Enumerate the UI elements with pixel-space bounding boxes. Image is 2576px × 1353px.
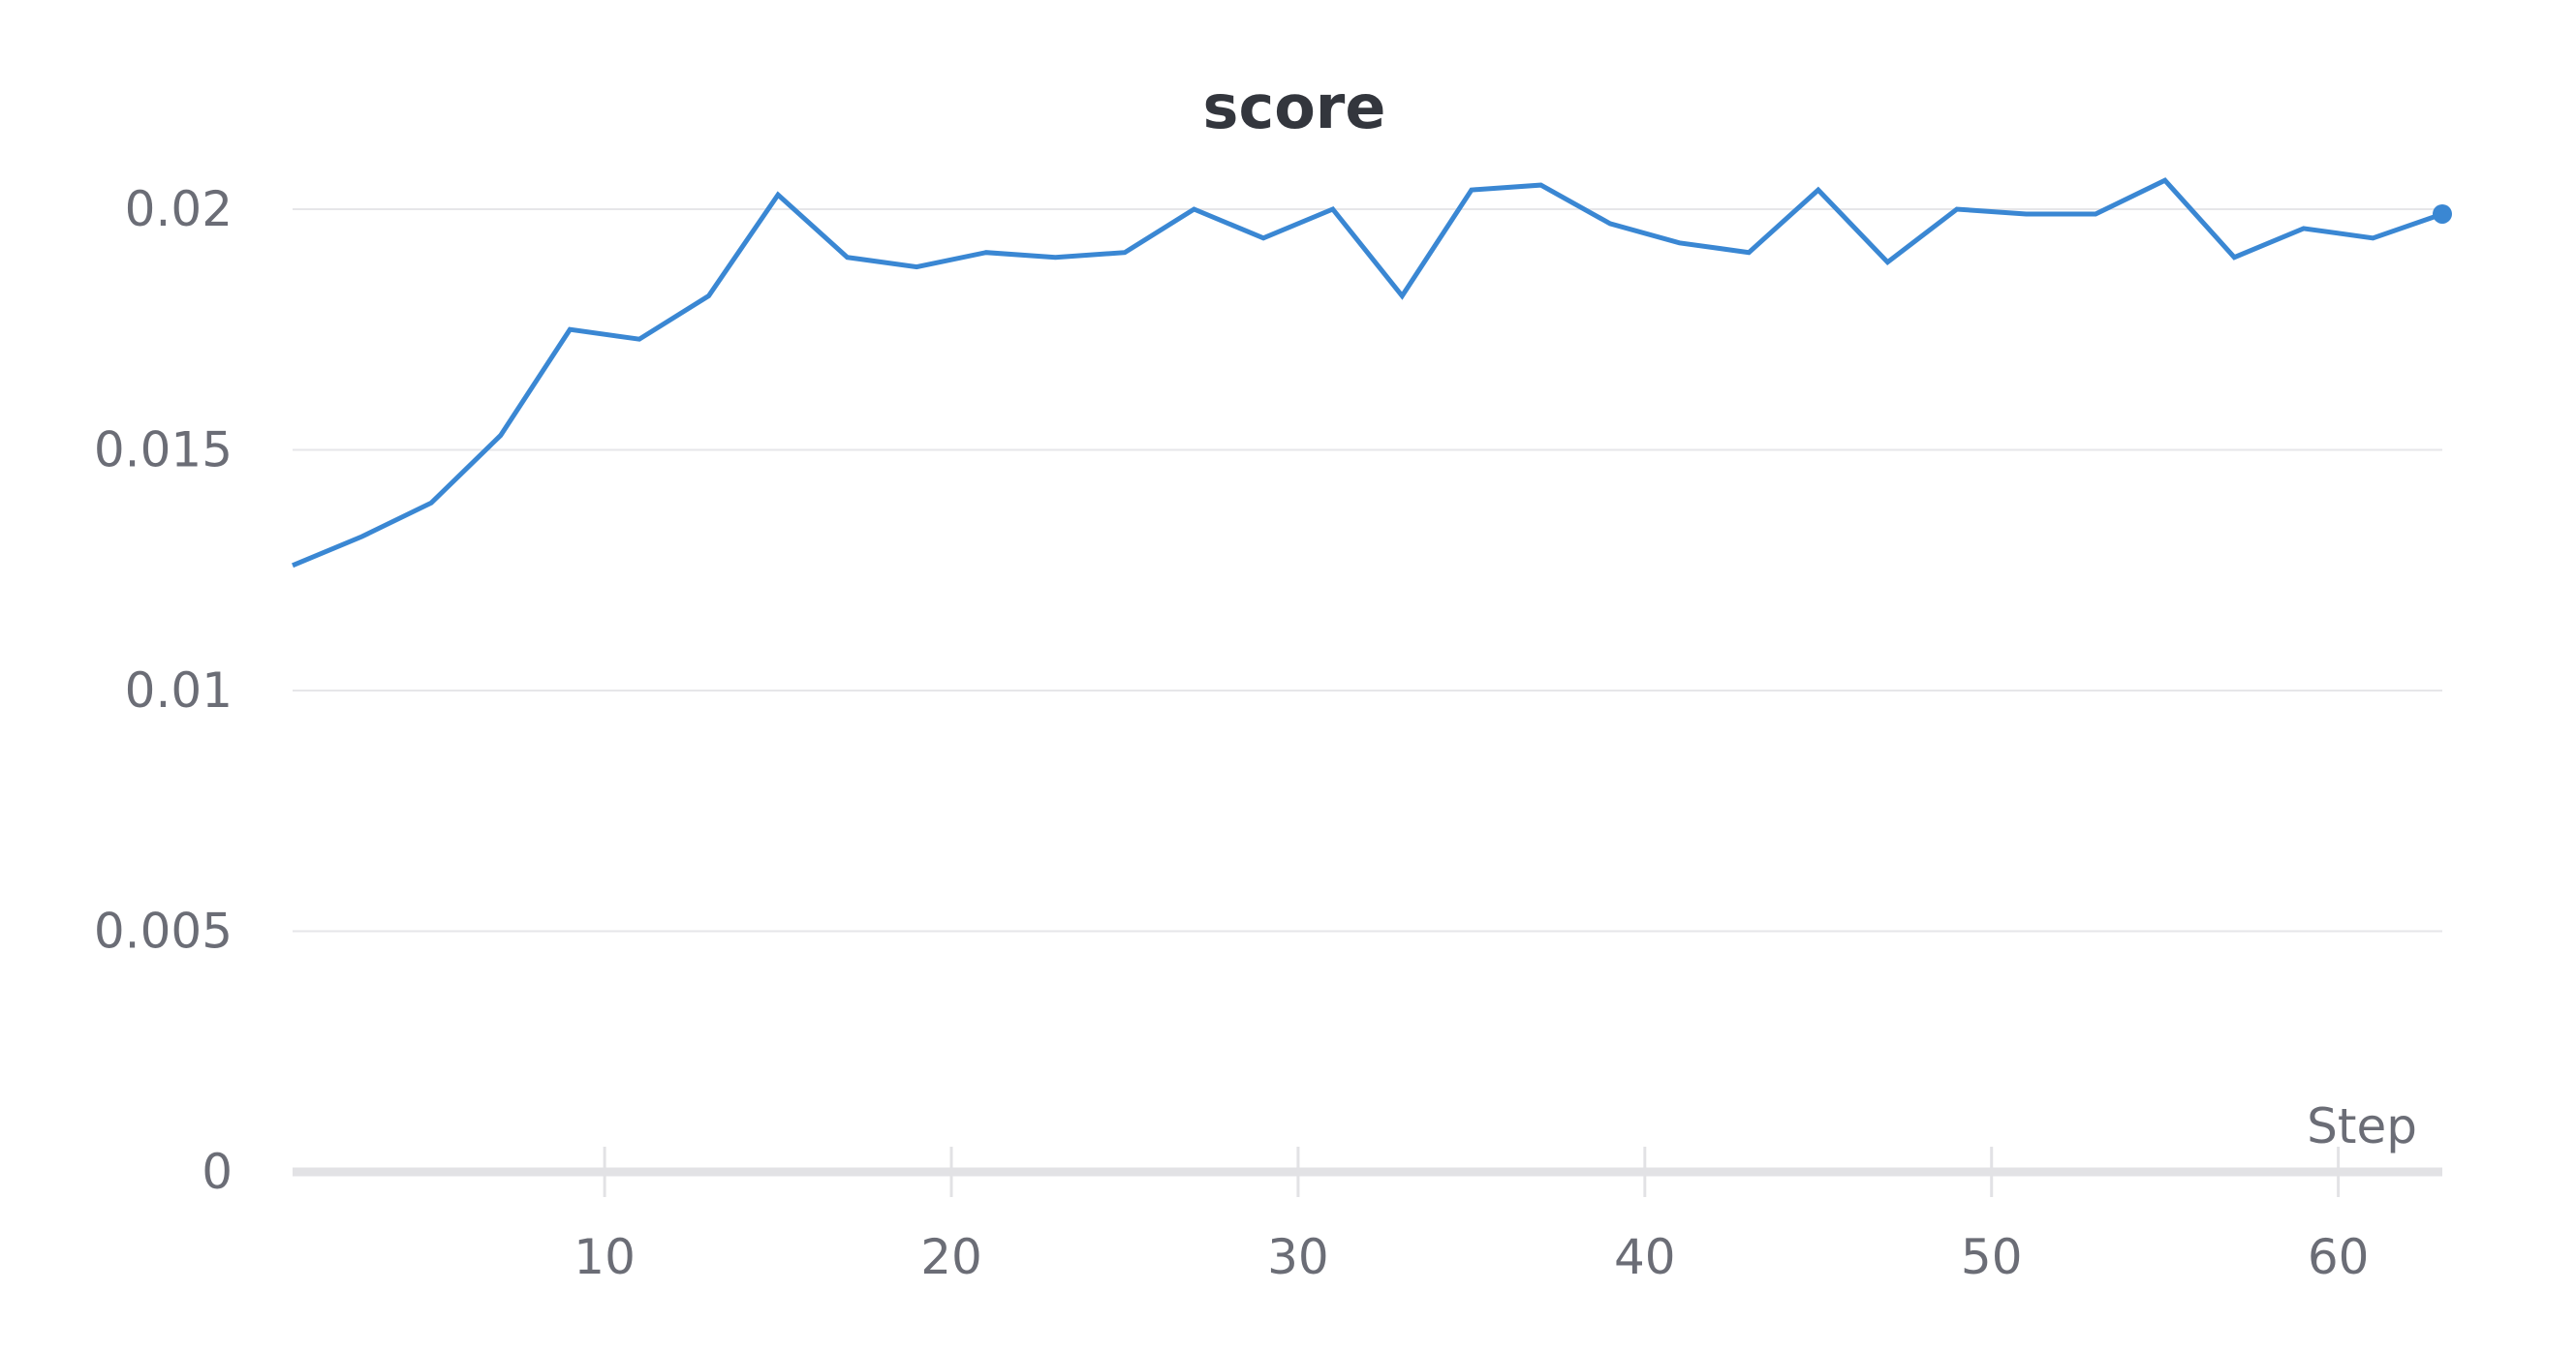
series-layer[interactable] (292, 177, 2452, 569)
x-tick-label: 10 (574, 1229, 636, 1285)
chart-title: score (1203, 72, 1386, 142)
y-tick-label: 0.005 (94, 904, 233, 960)
series-line[interactable] (292, 177, 2443, 569)
y-tick-label: 0 (202, 1144, 233, 1200)
x-axis (293, 1147, 2442, 1197)
x-axis-label: Step (2307, 1098, 2417, 1154)
x-tick-labels: 10 20 30 40 50 60 (574, 1229, 2369, 1285)
y-tick-label: 0.02 (125, 181, 233, 237)
y-tick-label: 0.01 (125, 662, 233, 719)
y-tick-label: 0.015 (94, 422, 233, 478)
x-tick-label: 60 (2308, 1229, 2370, 1285)
x-tick-label: 50 (1961, 1229, 2023, 1285)
x-tick-label: 20 (920, 1229, 982, 1285)
y-axis: 0 0.005 0.01 0.015 0.02 (94, 181, 233, 1200)
x-tick-label: 40 (1614, 1229, 1676, 1285)
x-tick-label: 30 (1267, 1229, 1329, 1285)
grid-lines (293, 208, 2442, 933)
series-endpoint-marker[interactable] (2433, 203, 2452, 224)
